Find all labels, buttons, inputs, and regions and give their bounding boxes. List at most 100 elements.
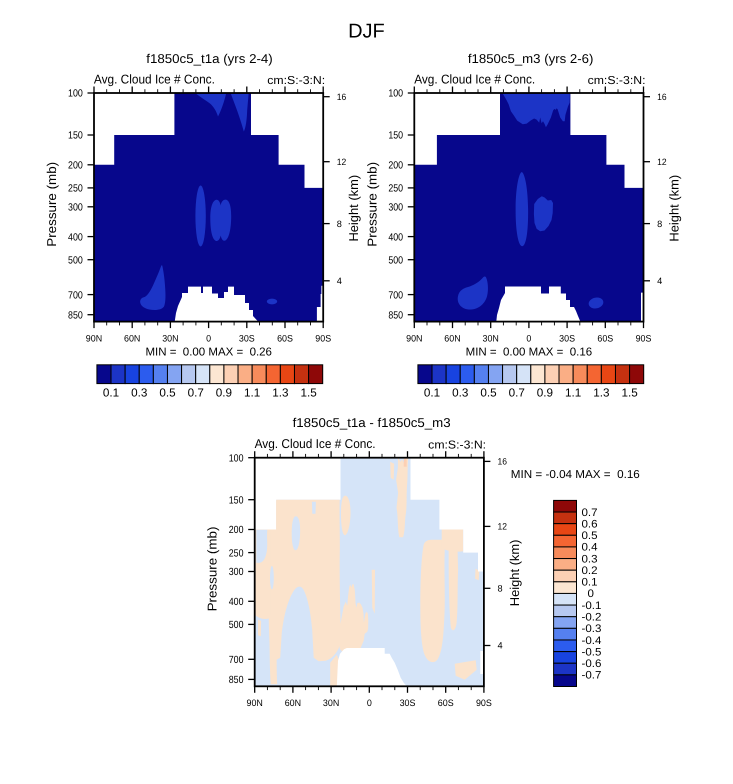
svg-text:30N: 30N: [483, 333, 499, 343]
svg-text:cm:S:-3:N:: cm:S:-3:N:: [428, 440, 486, 452]
svg-text:MIN = -0.04 MAX = 0.16: MIN = -0.04 MAX = 0.16: [511, 469, 640, 481]
svg-text:400: 400: [229, 597, 244, 608]
svg-text:850: 850: [68, 310, 83, 321]
svg-text:250: 250: [68, 184, 83, 195]
svg-text:cm:S:-3:N:: cm:S:-3:N:: [267, 75, 325, 87]
svg-text:0.5: 0.5: [159, 387, 176, 400]
svg-text:0.3: 0.3: [582, 553, 598, 565]
svg-text:500: 500: [229, 620, 244, 631]
svg-text:90S: 90S: [315, 333, 331, 343]
svg-text:-0.1: -0.1: [582, 600, 602, 612]
svg-text:90N: 90N: [247, 698, 263, 708]
svg-text:300: 300: [68, 203, 83, 214]
svg-text:0.3: 0.3: [452, 387, 468, 400]
svg-text:0.2: 0.2: [582, 565, 598, 577]
svg-text:Height (km): Height (km): [346, 175, 361, 242]
svg-text:0.7: 0.7: [188, 387, 204, 400]
svg-text:16: 16: [337, 92, 347, 102]
svg-text:30S: 30S: [239, 333, 255, 343]
svg-text:0: 0: [206, 333, 211, 343]
svg-text:60S: 60S: [277, 333, 293, 343]
svg-text:0.6: 0.6: [582, 519, 598, 531]
svg-text:0.1: 0.1: [103, 387, 119, 400]
svg-text:1.3: 1.3: [593, 387, 609, 400]
svg-text:f1850c5_m3 (yrs 2-6): f1850c5_m3 (yrs 2-6): [468, 51, 594, 66]
svg-text:850: 850: [229, 675, 244, 686]
svg-text:0.7: 0.7: [509, 387, 525, 400]
svg-text:f1850c5_t1a (yrs 2-4): f1850c5_t1a (yrs 2-4): [146, 51, 273, 66]
svg-text:250: 250: [229, 548, 244, 559]
svg-text:60S: 60S: [597, 333, 613, 343]
svg-text:12: 12: [498, 522, 508, 532]
svg-text:200: 200: [388, 161, 403, 172]
svg-text:700: 700: [388, 290, 403, 301]
svg-text:cm:S:-3:N:: cm:S:-3:N:: [588, 75, 646, 87]
svg-text:150: 150: [229, 495, 244, 506]
svg-text:30N: 30N: [162, 333, 178, 343]
svg-text:500: 500: [68, 255, 83, 266]
svg-text:300: 300: [229, 567, 244, 578]
svg-text:700: 700: [229, 655, 244, 666]
svg-text:8: 8: [337, 219, 342, 229]
svg-text:Avg. Cloud Ice # Conc.: Avg. Cloud Ice # Conc.: [94, 71, 215, 86]
svg-text:30N: 30N: [323, 698, 339, 708]
svg-text:0.4: 0.4: [582, 542, 598, 554]
svg-text:12: 12: [337, 157, 347, 167]
svg-text:400: 400: [388, 232, 403, 243]
svg-text:Avg. Cloud Ice # Conc.: Avg. Cloud Ice # Conc.: [255, 436, 376, 451]
svg-text:12: 12: [657, 157, 667, 167]
svg-text:90S: 90S: [476, 698, 492, 708]
svg-text:0.1: 0.1: [582, 577, 598, 589]
svg-text:0: 0: [588, 588, 594, 600]
svg-text:1.5: 1.5: [621, 387, 638, 400]
svg-text:850: 850: [388, 310, 403, 321]
svg-text:1.3: 1.3: [272, 387, 288, 400]
svg-text:60N: 60N: [124, 333, 140, 343]
svg-text:16: 16: [657, 92, 667, 102]
svg-text:150: 150: [388, 131, 403, 142]
svg-text:700: 700: [68, 290, 83, 301]
svg-text:Height (km): Height (km): [666, 175, 681, 242]
svg-text:MIN = 0.00 MAX = 0.26: MIN = 0.00 MAX = 0.26: [145, 346, 272, 358]
svg-text:200: 200: [68, 161, 83, 172]
svg-text:4: 4: [657, 276, 662, 286]
svg-text:60N: 60N: [444, 333, 460, 343]
svg-text:150: 150: [68, 131, 83, 142]
svg-text:4: 4: [498, 641, 503, 651]
svg-text:0.9: 0.9: [537, 387, 553, 400]
svg-text:60S: 60S: [438, 698, 454, 708]
svg-text:Avg. Cloud Ice # Conc.: Avg. Cloud Ice # Conc.: [414, 71, 535, 86]
svg-text:0.5: 0.5: [480, 387, 497, 400]
svg-text:0: 0: [526, 333, 531, 343]
svg-text:0.5: 0.5: [582, 530, 598, 542]
svg-text:MIN = 0.00 MAX = 0.16: MIN = 0.00 MAX = 0.16: [466, 346, 593, 358]
svg-text:1.1: 1.1: [565, 387, 581, 400]
svg-text:16: 16: [498, 457, 508, 467]
svg-text:60N: 60N: [285, 698, 301, 708]
svg-text:0.1: 0.1: [424, 387, 440, 400]
svg-text:Pressure (mb): Pressure (mb): [205, 527, 220, 612]
svg-text:-0.4: -0.4: [582, 635, 602, 647]
svg-text:0.7: 0.7: [582, 507, 598, 519]
svg-text:250: 250: [388, 184, 403, 195]
svg-text:f1850c5_t1a - f1850c5_m3: f1850c5_t1a - f1850c5_m3: [293, 415, 451, 430]
svg-text:Pressure (mb): Pressure (mb): [364, 162, 379, 247]
svg-text:-0.3: -0.3: [582, 623, 602, 635]
svg-text:DJF: DJF: [348, 20, 385, 42]
svg-text:0.3: 0.3: [131, 387, 147, 400]
svg-text:1.5: 1.5: [300, 387, 317, 400]
svg-text:-0.7: -0.7: [582, 670, 602, 682]
svg-text:400: 400: [68, 232, 83, 243]
svg-text:100: 100: [229, 453, 244, 464]
svg-text:0: 0: [367, 698, 372, 708]
svg-text:200: 200: [229, 525, 244, 536]
svg-text:-0.5: -0.5: [582, 646, 602, 658]
svg-text:30S: 30S: [400, 698, 416, 708]
svg-text:Pressure (mb): Pressure (mb): [44, 162, 59, 247]
svg-text:Height (km): Height (km): [507, 540, 522, 607]
svg-text:500: 500: [388, 255, 403, 266]
svg-text:8: 8: [498, 584, 503, 594]
svg-text:-0.2: -0.2: [582, 612, 602, 624]
svg-text:300: 300: [388, 203, 403, 214]
svg-text:0.9: 0.9: [216, 387, 232, 400]
